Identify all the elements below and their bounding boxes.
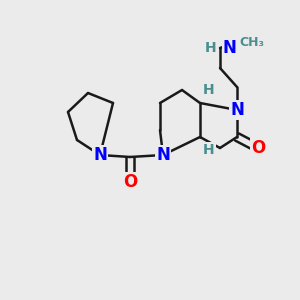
Text: H: H (204, 41, 216, 55)
Text: N: N (223, 39, 237, 57)
Text: N: N (230, 101, 244, 119)
Text: H: H (203, 143, 215, 157)
Text: N: N (156, 146, 170, 164)
Text: O: O (123, 173, 137, 191)
Text: N: N (93, 146, 107, 164)
Text: CH₃: CH₃ (239, 35, 264, 49)
Text: H: H (203, 83, 215, 97)
Text: O: O (251, 139, 265, 157)
